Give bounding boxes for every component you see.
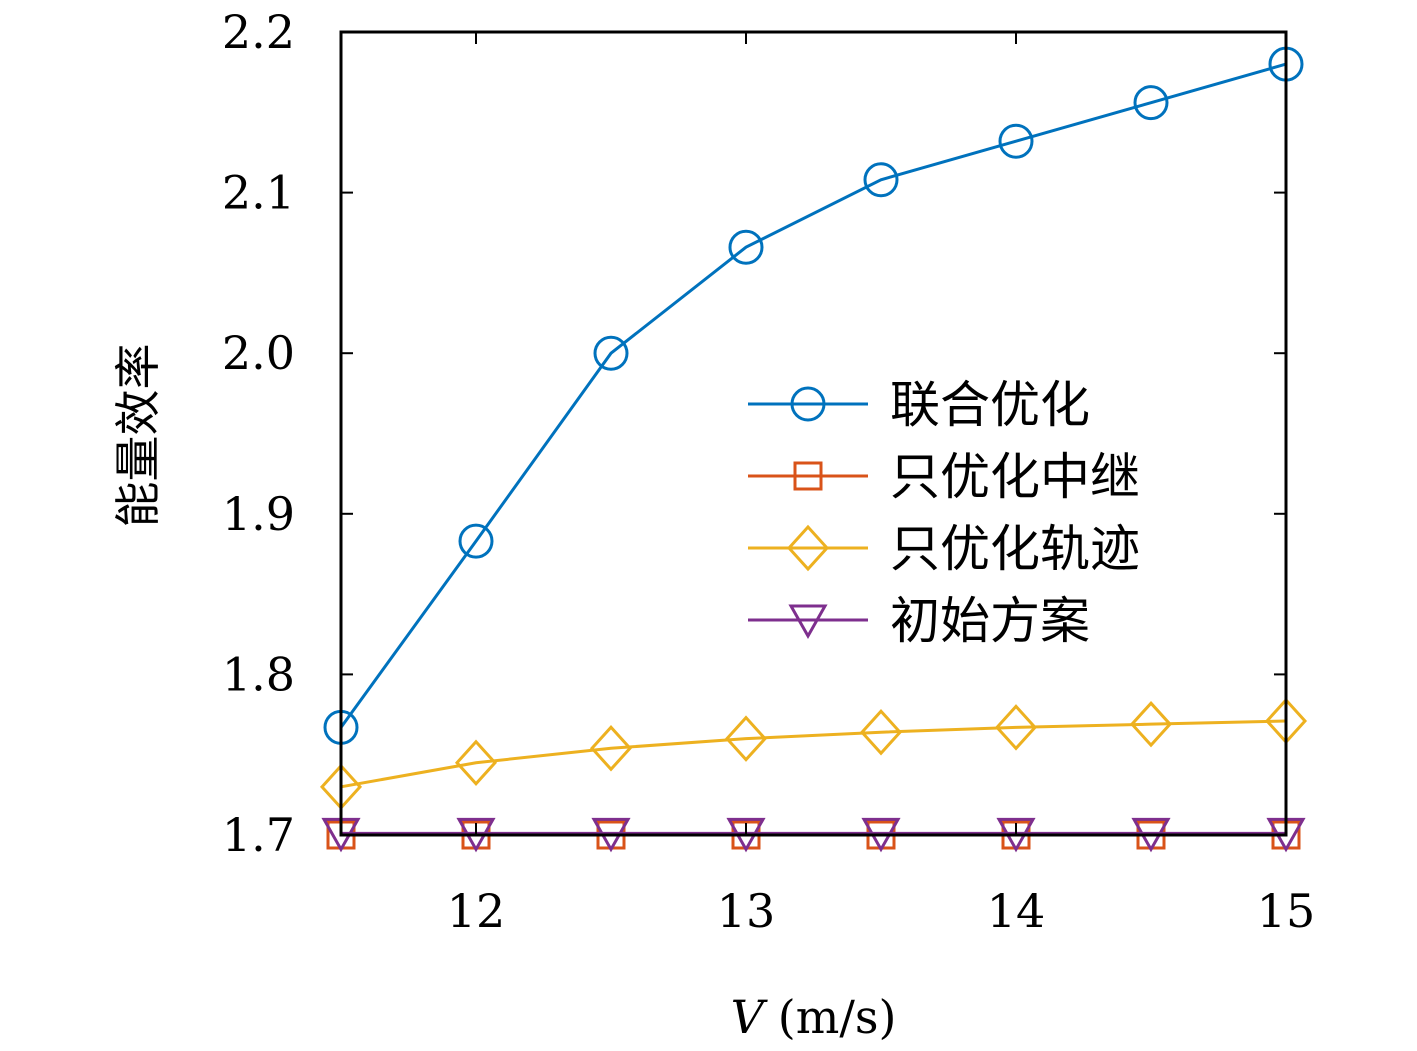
data-point xyxy=(994,704,1038,751)
y-tick-label: 2.0 xyxy=(222,326,295,380)
y-tick-label: 2.1 xyxy=(222,166,295,220)
legend-marker xyxy=(793,461,823,491)
x-axis-variable: V xyxy=(731,990,769,1044)
data-point xyxy=(1133,85,1169,121)
y-tick-label: 2.2 xyxy=(222,5,295,59)
legend-marker xyxy=(790,386,826,422)
series-line xyxy=(339,62,1287,729)
x-tick-label: 14 xyxy=(987,884,1046,938)
x-axis-label: V (m/s) xyxy=(731,990,897,1044)
series-layer xyxy=(319,46,1308,853)
legend-label: 初始方案 xyxy=(890,592,1090,650)
data-point xyxy=(593,335,629,371)
data-point xyxy=(454,739,498,786)
y-tick-label: 1.9 xyxy=(222,487,295,541)
series-3 xyxy=(319,697,1308,811)
legend-item: 只优化中继 xyxy=(748,448,1140,506)
legend-label: 只优化中继 xyxy=(890,448,1140,506)
data-point xyxy=(859,708,903,756)
series-1 xyxy=(323,46,1304,745)
data-point xyxy=(728,229,764,265)
y-tick-label: 1.8 xyxy=(222,647,295,701)
data-point xyxy=(724,715,768,762)
legend-label: 只优化轨迹 xyxy=(890,520,1140,578)
data-point xyxy=(589,725,633,772)
x-tick-label: 13 xyxy=(717,884,776,938)
series-line xyxy=(340,719,1287,789)
x-axis-unit: (m/s) xyxy=(778,990,897,1044)
legend-item: 联合优化 xyxy=(748,376,1090,434)
legend-item: 只优化轨迹 xyxy=(748,520,1140,578)
legend-item: 初始方案 xyxy=(748,592,1090,650)
y-tick-label: 1.7 xyxy=(222,808,295,862)
plot-frame xyxy=(339,30,1288,837)
ticks-layer: 12 13 14 15 1.7 1.8 1.9 2.0 2.1 2.2 xyxy=(222,5,1315,938)
data-point xyxy=(1129,700,1173,748)
data-point xyxy=(458,523,494,559)
data-point xyxy=(863,162,899,198)
legend-marker xyxy=(788,604,828,640)
legend-label: 联合优化 xyxy=(890,376,1090,434)
legend-marker xyxy=(786,524,830,572)
data-point xyxy=(998,123,1034,159)
x-tick-label: 15 xyxy=(1257,884,1316,938)
x-tick-label: 12 xyxy=(447,884,506,938)
y-axis-label: 能量效率 xyxy=(111,344,165,528)
